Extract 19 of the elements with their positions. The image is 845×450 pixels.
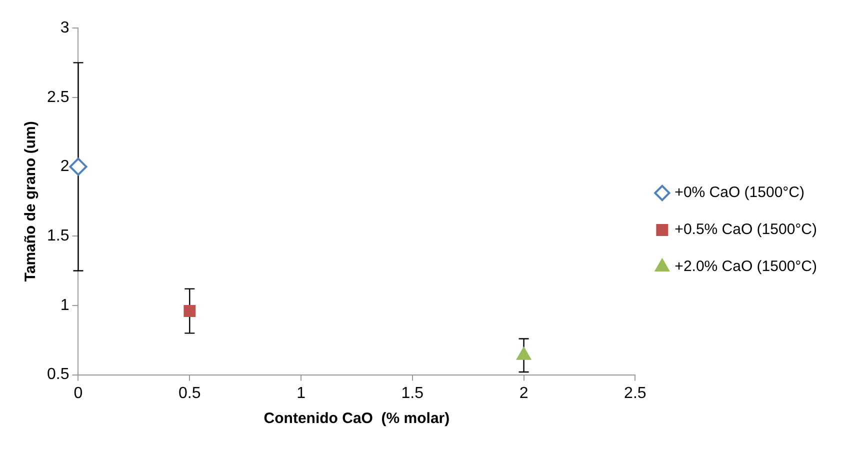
y-axis-title: Tamaño de grano (um): [22, 121, 40, 282]
y-tick-label: 1: [60, 296, 70, 314]
legend-label: +2.0% CaO (1500°C): [674, 258, 818, 276]
y-tick-label: 2.5: [46, 88, 70, 106]
x-tick-label: 1: [296, 384, 306, 402]
x-tick-label: 0.5: [178, 384, 201, 402]
x-axis-title: Contenido CaO (% molar): [264, 410, 450, 428]
y-tick-label: 3: [60, 19, 70, 36]
legend-label: +0% CaO (1500°C): [674, 184, 804, 202]
legend-label: +0.5% CaO (1500°C): [674, 221, 818, 238]
x-tick-label: 2: [519, 384, 528, 402]
y-tick-label: 2: [60, 158, 70, 176]
x-tick-label: 0: [74, 384, 83, 402]
point: [184, 305, 196, 317]
y-tick-label: 1.5: [46, 227, 70, 244]
x-tick-label: 1.5: [401, 384, 424, 402]
y-tick-label: 0.5: [46, 366, 70, 384]
point: [516, 347, 531, 360]
x-tick-label: 2.5: [624, 384, 646, 402]
